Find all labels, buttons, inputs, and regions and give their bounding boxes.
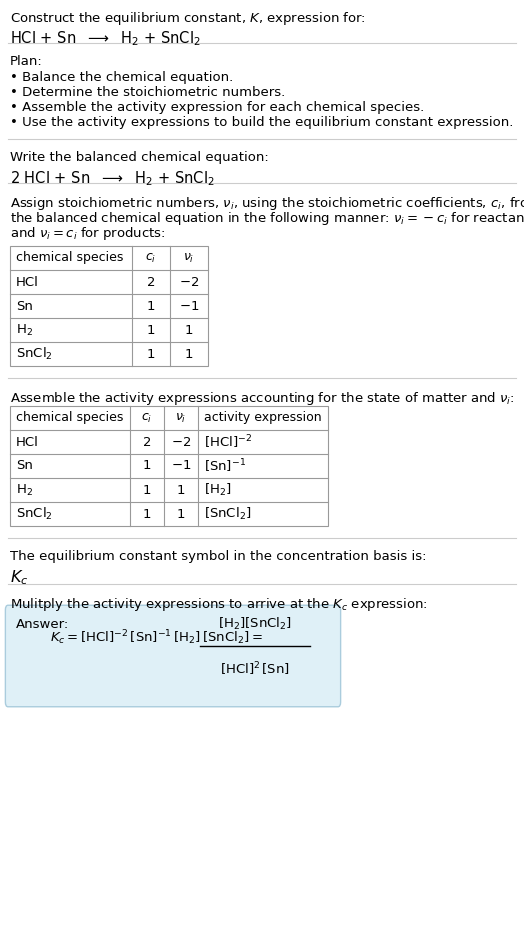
Text: SnCl$_2$: SnCl$_2$ — [16, 346, 53, 362]
Text: $-1$: $-1$ — [171, 459, 191, 473]
Text: • Assemble the activity expression for each chemical species.: • Assemble the activity expression for e… — [10, 101, 424, 114]
Text: Assign stoichiometric numbers, $\nu_i$, using the stoichiometric coefficients, $: Assign stoichiometric numbers, $\nu_i$, … — [10, 195, 524, 212]
Text: The equilibrium constant symbol in the concentration basis is:: The equilibrium constant symbol in the c… — [10, 550, 427, 563]
Text: Write the balanced chemical equation:: Write the balanced chemical equation: — [10, 151, 269, 164]
Text: Construct the equilibrium constant, $K$, expression for:: Construct the equilibrium constant, $K$,… — [10, 10, 366, 27]
Text: $\nu_i$: $\nu_i$ — [176, 412, 187, 424]
Text: Sn: Sn — [16, 300, 33, 313]
Text: 1: 1 — [143, 508, 151, 520]
Text: • Use the activity expressions to build the equilibrium constant expression.: • Use the activity expressions to build … — [10, 116, 514, 129]
Text: $c_i$: $c_i$ — [141, 412, 152, 424]
Text: 2 HCl + Sn  $\longrightarrow$  H$_2$ + SnCl$_2$: 2 HCl + Sn $\longrightarrow$ H$_2$ + SnC… — [10, 169, 215, 187]
Text: Sn: Sn — [16, 459, 33, 473]
Text: H$_2$: H$_2$ — [16, 322, 33, 338]
Text: Plan:: Plan: — [10, 55, 43, 68]
Text: 2: 2 — [143, 436, 151, 449]
Text: $-2$: $-2$ — [171, 436, 191, 449]
Text: SnCl$_2$: SnCl$_2$ — [16, 506, 53, 522]
Text: $[\mathrm{H_2}]$: $[\mathrm{H_2}]$ — [204, 482, 232, 498]
Text: chemical species: chemical species — [16, 251, 123, 264]
Text: $K_c$: $K_c$ — [10, 568, 28, 587]
Text: Assemble the activity expressions accounting for the state of matter and $\nu_i$: Assemble the activity expressions accoun… — [10, 390, 515, 407]
Text: • Determine the stoichiometric numbers.: • Determine the stoichiometric numbers. — [10, 86, 285, 99]
Text: Answer:: Answer: — [16, 618, 69, 631]
Text: HCl + Sn  $\longrightarrow$  H$_2$ + SnCl$_2$: HCl + Sn $\longrightarrow$ H$_2$ + SnCl$… — [10, 29, 201, 48]
Text: 1: 1 — [147, 323, 155, 337]
Text: 2: 2 — [147, 276, 155, 288]
Text: 1: 1 — [147, 300, 155, 313]
Text: HCl: HCl — [16, 276, 39, 288]
Text: 1: 1 — [143, 483, 151, 496]
Text: $c_i$: $c_i$ — [145, 251, 157, 264]
Text: 1: 1 — [185, 323, 193, 337]
Text: activity expression: activity expression — [204, 412, 322, 424]
Text: • Balance the chemical equation.: • Balance the chemical equation. — [10, 71, 233, 84]
Text: $[\mathrm{H_2}][\mathrm{SnCl_2}]$: $[\mathrm{H_2}][\mathrm{SnCl_2}]$ — [218, 616, 292, 632]
Text: $-2$: $-2$ — [179, 276, 199, 288]
Text: $\nu_i$: $\nu_i$ — [183, 251, 195, 264]
Text: $[\mathrm{HCl}]^{-2}$: $[\mathrm{HCl}]^{-2}$ — [204, 434, 252, 451]
Text: 1: 1 — [143, 459, 151, 473]
Text: 1: 1 — [185, 347, 193, 360]
Text: 1: 1 — [147, 347, 155, 360]
Text: 1: 1 — [177, 508, 185, 520]
Text: and $\nu_i = c_i$ for products:: and $\nu_i = c_i$ for products: — [10, 225, 166, 242]
Text: Mulitply the activity expressions to arrive at the $K_c$ expression:: Mulitply the activity expressions to arr… — [10, 596, 428, 613]
Text: chemical species: chemical species — [16, 412, 123, 424]
Text: $-1$: $-1$ — [179, 300, 199, 313]
Text: $[\mathrm{HCl}]^2\,[\mathrm{Sn}]$: $[\mathrm{HCl}]^2\,[\mathrm{Sn}]$ — [220, 660, 290, 677]
Text: the balanced chemical equation in the following manner: $\nu_i = -c_i$ for react: the balanced chemical equation in the fo… — [10, 210, 524, 227]
Text: $[\mathrm{SnCl_2}]$: $[\mathrm{SnCl_2}]$ — [204, 506, 252, 522]
Text: HCl: HCl — [16, 436, 39, 449]
Text: $[\mathrm{Sn}]^{-1}$: $[\mathrm{Sn}]^{-1}$ — [204, 457, 246, 475]
Text: $K_c = [\mathrm{HCl}]^{-2}\,[\mathrm{Sn}]^{-1}\,[\mathrm{H_2}]\,[\mathrm{SnCl_2}: $K_c = [\mathrm{HCl}]^{-2}\,[\mathrm{Sn}… — [50, 629, 263, 648]
Text: H$_2$: H$_2$ — [16, 482, 33, 497]
Text: 1: 1 — [177, 483, 185, 496]
